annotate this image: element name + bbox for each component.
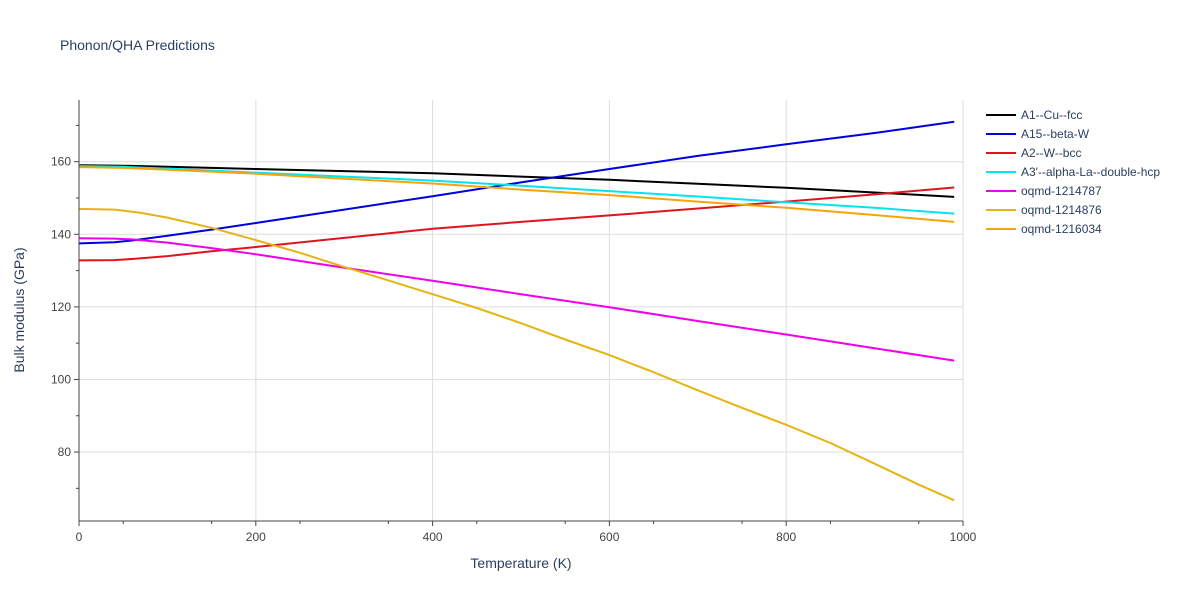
series-line-3[interactable] [78, 186, 955, 262]
y-tick-label: 120 [51, 300, 71, 314]
y-tick-label: 80 [58, 445, 72, 459]
legend-label: A2--W--bcc [1021, 146, 1081, 160]
series-line-4[interactable] [78, 165, 955, 215]
legend-item[interactable]: A1--Cu--fcc [986, 108, 1082, 122]
legend-item[interactable]: A2--W--bcc [986, 146, 1081, 160]
x-tick-label: 200 [246, 530, 266, 544]
series-line-2[interactable] [78, 120, 955, 245]
x-tick-label: 1000 [950, 530, 977, 544]
legend[interactable]: A1--Cu--fcc A15--beta-W A2--W--bcc A3'--alp… [986, 108, 1160, 236]
x-axis-title: Temperature (K) [470, 555, 571, 571]
x-tick-labels: 0 200 400 600 800 1000 [76, 521, 977, 544]
y-tick-labels: 80 100 120 140 160 [51, 124, 79, 489]
chart-title: Phonon/QHA Predictions [60, 37, 215, 53]
series-line-7[interactable] [78, 166, 955, 223]
x-tick-label: 400 [423, 530, 443, 544]
series-line-6[interactable] [78, 207, 955, 502]
y-tick-label: 160 [51, 155, 71, 169]
x-tick-label: 800 [776, 530, 796, 544]
legend-label: A15--beta-W [1021, 127, 1090, 141]
legend-item[interactable]: oqmd-1214787 [986, 184, 1102, 198]
series-line-5[interactable] [78, 237, 955, 362]
legend-item[interactable]: A15--beta-W [986, 127, 1090, 141]
grid-lines [79, 100, 964, 521]
x-tick-label: 600 [599, 530, 619, 544]
legend-label: oqmd-1214787 [1021, 184, 1102, 198]
legend-item[interactable]: oqmd-1214876 [986, 203, 1102, 217]
y-tick-label: 140 [51, 227, 71, 241]
y-tick-label: 100 [51, 372, 71, 386]
legend-label: oqmd-1216034 [1021, 222, 1102, 236]
legend-label: A3'--alpha-La--double-hcp [1021, 165, 1160, 179]
y-axis-title: Bulk modulus (GPa) [11, 247, 27, 372]
x-tick-label: 0 [76, 530, 83, 544]
series-line-1[interactable] [78, 164, 955, 198]
legend-label: A1--Cu--fcc [1021, 108, 1082, 122]
legend-item[interactable]: oqmd-1216034 [986, 222, 1102, 236]
legend-label: oqmd-1214876 [1021, 203, 1102, 217]
axes [78, 100, 963, 522]
legend-item[interactable]: A3'--alpha-La--double-hcp [986, 165, 1160, 179]
series-layer [78, 120, 955, 502]
